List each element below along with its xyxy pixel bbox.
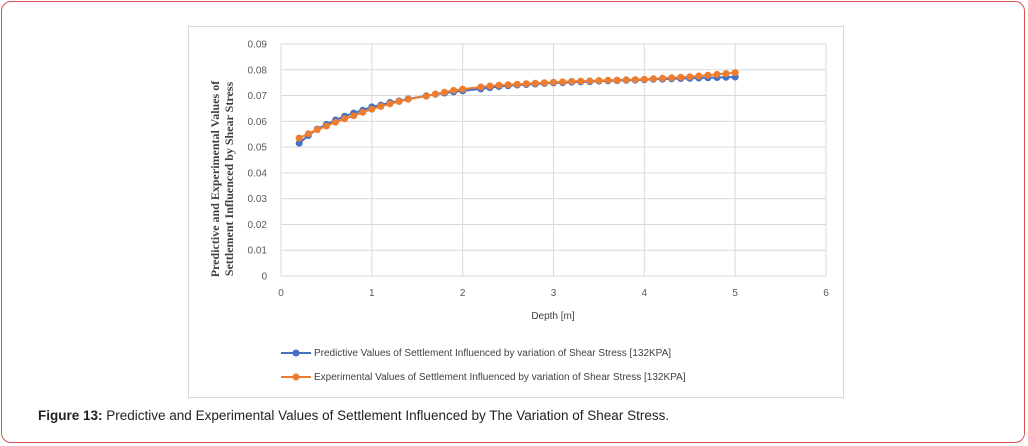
data-point-series-1 xyxy=(522,80,530,88)
data-point-series-0 xyxy=(295,139,303,147)
y-tick-label: 0 xyxy=(261,272,267,283)
legend: Predictive Values of Settlement Influenc… xyxy=(281,348,686,383)
data-point-series-1 xyxy=(341,115,349,123)
data-point-series-1 xyxy=(295,134,303,142)
y-tick-label: 0.06 xyxy=(248,117,268,128)
y-tick-label: 0.02 xyxy=(248,220,268,231)
y-axis-title-line2: Settlement Influenced by Shear Stress xyxy=(222,82,236,277)
x-tick-label: 2 xyxy=(460,288,466,299)
data-point-series-1 xyxy=(395,98,403,105)
y-tick-label: 0.08 xyxy=(248,65,268,76)
y-tick-labels: 0 0.01 0.02 0.03 0.04 0.05 0.06 0.07 0.08 0.09 xyxy=(248,40,268,283)
data-point-series-1 xyxy=(722,70,730,78)
data-point-series-1 xyxy=(513,80,521,88)
data-point-series-1 xyxy=(686,73,694,81)
data-point-series-1 xyxy=(649,75,657,83)
data-point-series-1 xyxy=(568,77,576,85)
data-point-series-1 xyxy=(486,82,494,90)
x-tick-label: 3 xyxy=(551,288,557,299)
data-point-series-1 xyxy=(377,102,385,110)
data-point-series-1 xyxy=(504,81,512,89)
data-point-series-1 xyxy=(531,79,539,87)
data-point-series-1 xyxy=(540,79,548,87)
caption-label: Figure 13: xyxy=(38,408,103,423)
x-tick-label: 1 xyxy=(369,288,375,299)
data-point-series-1 xyxy=(350,112,358,120)
data-point-series-1 xyxy=(631,76,639,84)
data-point-series-1 xyxy=(640,75,648,83)
data-point-series-1 xyxy=(359,108,367,116)
y-tick-label: 0.07 xyxy=(248,91,268,102)
y-tick-label: 0.03 xyxy=(248,194,268,205)
y-tick-label: 0.04 xyxy=(248,168,268,179)
data-point-series-1 xyxy=(550,78,557,86)
data-point-series-1 xyxy=(404,95,412,103)
x-tick-label: 5 xyxy=(732,288,738,299)
legend-marker-predictive xyxy=(292,349,300,357)
data-point-series-1 xyxy=(577,77,585,85)
data-point-series-1 xyxy=(304,130,312,138)
data-point-series-1 xyxy=(677,73,685,81)
data-point-series-1 xyxy=(422,92,430,100)
chart-svg: 0 0.01 0.02 0.03 0.04 0.05 0.06 0.07 0.08 0.09 0 1… xyxy=(208,40,829,384)
grid-layer xyxy=(280,43,827,277)
caption-text: Predictive and Experimental Values of Se… xyxy=(102,408,670,423)
data-point-series-1 xyxy=(386,100,394,108)
y-axis-title-line1: Predictive and Experimental Values of xyxy=(208,80,222,277)
data-point-series-1 xyxy=(431,90,439,98)
series-layer xyxy=(295,69,739,147)
chart-area: 0 0.01 0.02 0.03 0.04 0.05 0.06 0.07 0.08 0.09 0 1… xyxy=(188,26,844,398)
data-point-series-1 xyxy=(604,76,612,84)
legend-marker-experimental xyxy=(292,373,300,381)
data-point-series-1 xyxy=(713,70,721,78)
data-point-series-1 xyxy=(595,77,603,85)
legend-label-experimental: Experimental Values of Settlement Influe… xyxy=(314,372,686,383)
y-tick-label: 0.01 xyxy=(248,246,268,257)
data-point-series-1 xyxy=(322,122,330,130)
data-point-series-1 xyxy=(559,78,567,86)
data-point-series-1 xyxy=(441,88,448,96)
legend-label-predictive: Predictive Values of Settlement Influenc… xyxy=(314,348,671,359)
x-axis-title: Depth [m] xyxy=(531,311,575,322)
data-point-series-1 xyxy=(668,74,676,82)
data-point-series-1 xyxy=(695,72,703,80)
data-point-series-1 xyxy=(704,71,712,79)
x-tick-label: 6 xyxy=(823,288,829,299)
figure-caption: Figure 13: Predictive and Experimental V… xyxy=(38,408,669,423)
x-tick-label: 0 xyxy=(278,288,284,299)
data-point-series-1 xyxy=(613,76,621,84)
y-tick-label: 0.09 xyxy=(248,40,268,51)
data-point-series-1 xyxy=(459,85,467,93)
data-point-series-1 xyxy=(586,77,594,85)
data-point-series-1 xyxy=(477,83,485,91)
data-point-series-1 xyxy=(622,76,630,84)
data-point-series-1 xyxy=(731,69,739,77)
data-point-series-1 xyxy=(313,126,321,134)
x-tick-label: 4 xyxy=(642,288,648,299)
data-point-series-1 xyxy=(332,118,339,126)
data-point-series-1 xyxy=(659,74,666,82)
data-point-series-1 xyxy=(368,105,376,113)
y-tick-label: 0.05 xyxy=(248,143,268,154)
data-point-series-1 xyxy=(450,86,458,94)
x-tick-labels: 0 1 2 3 4 5 6 xyxy=(278,288,829,299)
data-point-series-1 xyxy=(495,81,503,89)
